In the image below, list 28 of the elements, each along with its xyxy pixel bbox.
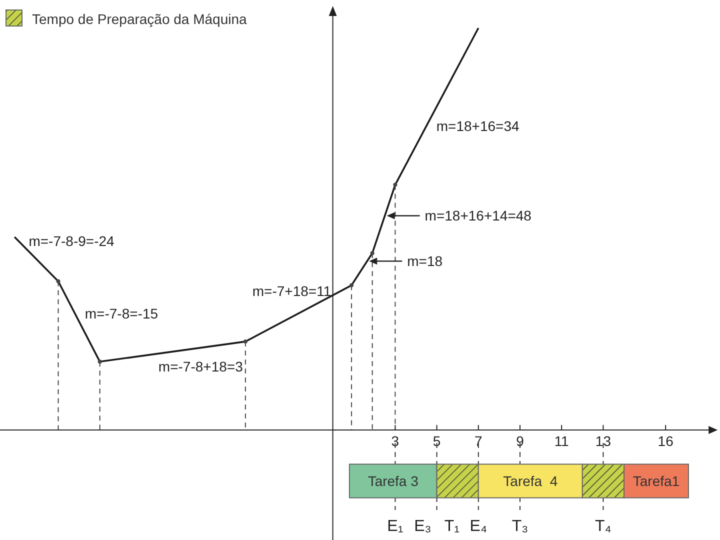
point [393, 182, 398, 187]
point [243, 340, 248, 344]
x-tick-label: 5 [432, 433, 441, 449]
annotation: m=-7-8+18=3 [158, 358, 244, 375]
x-tick-label: 3 [391, 433, 400, 449]
annotation: m=-7+18=11 [252, 282, 332, 299]
annotation: Tarefa 3 [368, 473, 419, 489]
annotation: m=18+16=34 [436, 118, 520, 134]
ref-line-label: T₄ [595, 518, 612, 535]
ref-line-label: E₄ [470, 518, 487, 535]
ref-line-label: E₁ [387, 518, 404, 535]
x-tick-label: 9 [516, 433, 524, 449]
point [98, 360, 102, 364]
legend-label: Tempo de Preparação da Máquina [32, 11, 248, 27]
annotation: m=-7-8=-15 [84, 305, 158, 322]
annotation: m=-7-8-9=-24 [28, 233, 115, 250]
x-tick-label: 11 [554, 433, 570, 449]
point [56, 279, 60, 284]
point [370, 251, 374, 256]
x-tick-label: 13 [595, 433, 612, 449]
x-tick-label: 16 [658, 433, 674, 449]
annotation: m=18 [407, 253, 443, 270]
point [350, 283, 354, 288]
annotation: Tarefa1 [632, 473, 680, 489]
ref-line-label: T₃ [512, 518, 528, 535]
ref-line-label: E₃ T₁ [414, 518, 460, 535]
annotation: Tarefa 4 [503, 473, 558, 489]
annotation: m=18+16+14=48 [424, 208, 532, 224]
